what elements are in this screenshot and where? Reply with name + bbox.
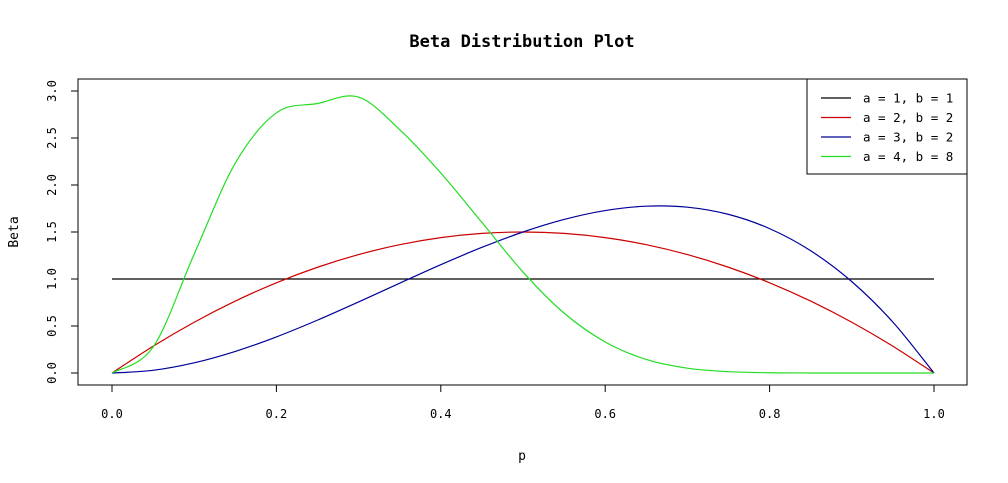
chart-title: Beta Distribution Plot (409, 32, 634, 52)
x-tick-label: 0.0 (101, 407, 123, 421)
y-tick-label: 1.5 (45, 221, 59, 243)
y-axis-label: Beta (7, 216, 22, 247)
x-tick-label: 0.8 (759, 407, 781, 421)
y-axis: 0.0 0.5 1.0 1.5 2.0 2.5 3.0 (45, 80, 79, 384)
y-tick-label: 0.5 (45, 315, 59, 337)
legend-box (806, 78, 968, 175)
x-tick-label: 0.6 (594, 407, 616, 421)
x-axis: 0.0 0.2 0.4 0.6 0.8 1.0 (101, 384, 945, 421)
y-tick-label: 1.0 (45, 268, 59, 290)
series-line-3 (111, 205, 935, 374)
legend-label-3: a = 3, b = 2 (863, 130, 953, 145)
y-tick-label: 3.0 (45, 80, 59, 102)
series-line-4 (111, 95, 934, 374)
y-tick-label: 2.0 (45, 174, 59, 196)
y-tick-label: 2.5 (45, 127, 59, 149)
y-tick-label: 0.0 (45, 362, 59, 384)
legend-label-2: a = 2, b = 2 (863, 110, 953, 125)
x-axis-label: p (518, 449, 526, 464)
legend-label-4: a = 4, b = 8 (863, 149, 953, 164)
x-tick-label: 0.4 (430, 407, 452, 421)
legend-label-1: a = 1, b = 1 (863, 91, 953, 106)
series-lines (111, 95, 935, 374)
x-tick-label: 0.2 (266, 407, 288, 421)
legend: a = 1, b = 1 a = 2, b = 2 a = 3, b = 2 a = … (806, 78, 968, 175)
x-tick-label: 1.0 (923, 407, 945, 421)
